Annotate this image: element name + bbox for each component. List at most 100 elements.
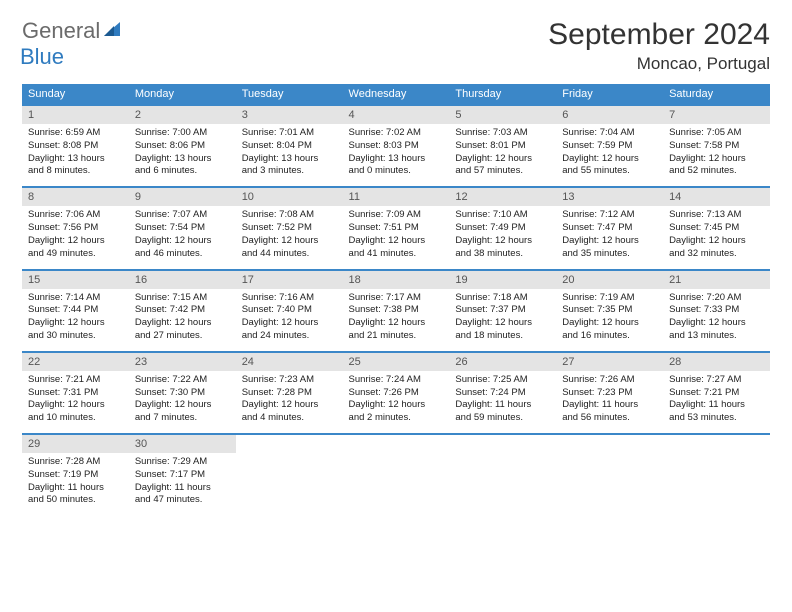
day-details: Sunrise: 7:07 AMSunset: 7:54 PMDaylight:… — [129, 206, 236, 268]
day-number: 13 — [556, 188, 663, 206]
week-row: 1Sunrise: 6:59 AMSunset: 8:08 PMDaylight… — [22, 105, 770, 187]
day-number: 5 — [449, 106, 556, 124]
sunset-text: Sunset: 8:03 PM — [349, 140, 444, 153]
day-number: 8 — [22, 188, 129, 206]
day-cell: 3Sunrise: 7:01 AMSunset: 8:04 PMDaylight… — [236, 105, 343, 187]
daylight-text: Daylight: 12 hours — [669, 235, 764, 248]
day-cell — [343, 434, 450, 515]
day-cell: 5 Sunrise: 7:03 AMSunset: 8:01 PMDaylight… — [449, 105, 556, 187]
day-cell: 11Sunrise: 7:09 AMSunset: 7:51 PMDayligh… — [343, 187, 450, 269]
sunrise-text: Sunrise: 7:18 AM — [455, 292, 550, 305]
sunset-text: Sunset: 8:01 PM — [455, 140, 550, 153]
sunset-text: Sunset: 7:35 PM — [562, 304, 657, 317]
day-header: Tuesday — [236, 84, 343, 105]
sunset-text: Sunset: 7:19 PM — [28, 469, 123, 482]
sunset-text: Sunset: 7:59 PM — [562, 140, 657, 153]
daylight-text: Daylight: 12 hours — [135, 317, 230, 330]
week-row: 29Sunrise: 7:28 AMSunset: 7:19 PMDayligh… — [22, 434, 770, 515]
daylight-text: and 0 minutes. — [349, 165, 444, 178]
daylight-text: and 2 minutes. — [349, 412, 444, 425]
sunrise-text: Sunrise: 7:23 AM — [242, 374, 337, 387]
day-details: Sunrise: 7:20 AMSunset: 7:33 PMDaylight:… — [663, 289, 770, 351]
sunset-text: Sunset: 7:30 PM — [135, 387, 230, 400]
day-cell: 27Sunrise: 7:26 AMSunset: 7:23 PMDayligh… — [556, 352, 663, 434]
day-details: Sunrise: 7:10 AMSunset: 7:49 PMDaylight:… — [449, 206, 556, 268]
day-cell: 30Sunrise: 7:29 AMSunset: 7:17 PMDayligh… — [129, 434, 236, 515]
sunrise-text: Sunrise: 7:19 AM — [562, 292, 657, 305]
sunset-text: Sunset: 7:44 PM — [28, 304, 123, 317]
daylight-text: Daylight: 12 hours — [455, 153, 550, 166]
day-number: 11 — [343, 188, 450, 206]
daylight-text: and 27 minutes. — [135, 330, 230, 343]
sunset-text: Sunset: 7:33 PM — [669, 304, 764, 317]
day-cell: 23Sunrise: 7:22 AMSunset: 7:30 PMDayligh… — [129, 352, 236, 434]
sunset-text: Sunset: 7:24 PM — [455, 387, 550, 400]
daylight-text: Daylight: 11 hours — [669, 399, 764, 412]
day-details: Sunrise: 7:00 AMSunset: 8:06 PMDaylight:… — [129, 124, 236, 186]
daylight-text: and 24 minutes. — [242, 330, 337, 343]
sunrise-text: Sunrise: 7:12 AM — [562, 209, 657, 222]
day-details: Sunrise: 7:18 AMSunset: 7:37 PMDaylight:… — [449, 289, 556, 351]
day-cell: 21Sunrise: 7:20 AMSunset: 7:33 PMDayligh… — [663, 270, 770, 352]
daylight-text: Daylight: 12 hours — [562, 235, 657, 248]
logo-text-blue: Blue — [20, 44, 64, 69]
daylight-text: and 32 minutes. — [669, 248, 764, 261]
location-label: Moncao, Portugal — [548, 54, 770, 74]
day-header: Thursday — [449, 84, 556, 105]
day-header-row: Sunday Monday Tuesday Wednesday Thursday… — [22, 84, 770, 105]
week-row: 8Sunrise: 7:06 AMSunset: 7:56 PMDaylight… — [22, 187, 770, 269]
daylight-text: and 44 minutes. — [242, 248, 337, 261]
day-cell: 16Sunrise: 7:15 AMSunset: 7:42 PMDayligh… — [129, 270, 236, 352]
day-details: Sunrise: 7:06 AMSunset: 7:56 PMDaylight:… — [22, 206, 129, 268]
day-cell: 4Sunrise: 7:02 AMSunset: 8:03 PMDaylight… — [343, 105, 450, 187]
day-number: 27 — [556, 353, 663, 371]
sunrise-text: Sunrise: 7:22 AM — [135, 374, 230, 387]
daylight-text: Daylight: 12 hours — [669, 153, 764, 166]
day-details: Sunrise: 7:16 AMSunset: 7:40 PMDaylight:… — [236, 289, 343, 351]
day-details: Sunrise: 6:59 AMSunset: 8:08 PMDaylight:… — [22, 124, 129, 186]
day-cell: 20Sunrise: 7:19 AMSunset: 7:35 PMDayligh… — [556, 270, 663, 352]
day-number: 1 — [22, 106, 129, 124]
day-number: 7 — [663, 106, 770, 124]
sunset-text: Sunset: 7:40 PM — [242, 304, 337, 317]
sunset-text: Sunset: 7:54 PM — [135, 222, 230, 235]
day-number: 26 — [449, 353, 556, 371]
sunrise-text: Sunrise: 7:03 AM — [455, 127, 550, 140]
day-cell: 17Sunrise: 7:16 AMSunset: 7:40 PMDayligh… — [236, 270, 343, 352]
daylight-text: and 8 minutes. — [28, 165, 123, 178]
day-cell: 28Sunrise: 7:27 AMSunset: 7:21 PMDayligh… — [663, 352, 770, 434]
day-number: 20 — [556, 271, 663, 289]
sunrise-text: Sunrise: 7:24 AM — [349, 374, 444, 387]
sunrise-text: Sunrise: 7:02 AM — [349, 127, 444, 140]
daylight-text: Daylight: 12 hours — [28, 235, 123, 248]
daylight-text: Daylight: 12 hours — [349, 399, 444, 412]
day-number: 19 — [449, 271, 556, 289]
daylight-text: Daylight: 11 hours — [562, 399, 657, 412]
daylight-text: and 46 minutes. — [135, 248, 230, 261]
sunset-text: Sunset: 8:06 PM — [135, 140, 230, 153]
day-number: 24 — [236, 353, 343, 371]
day-number: 22 — [22, 353, 129, 371]
daylight-text: and 4 minutes. — [242, 412, 337, 425]
sunrise-text: Sunrise: 7:29 AM — [135, 456, 230, 469]
day-number: 30 — [129, 435, 236, 453]
daylight-text: and 3 minutes. — [242, 165, 337, 178]
daylight-text: Daylight: 12 hours — [562, 153, 657, 166]
day-number: 28 — [663, 353, 770, 371]
sunset-text: Sunset: 7:51 PM — [349, 222, 444, 235]
day-details: Sunrise: 7:08 AMSunset: 7:52 PMDaylight:… — [236, 206, 343, 268]
day-header: Monday — [129, 84, 236, 105]
sunset-text: Sunset: 7:52 PM — [242, 222, 337, 235]
daylight-text: Daylight: 11 hours — [135, 482, 230, 495]
day-details: Sunrise: 7:25 AMSunset: 7:24 PMDaylight:… — [449, 371, 556, 433]
daylight-text: and 6 minutes. — [135, 165, 230, 178]
day-details: Sunrise: 7:15 AMSunset: 7:42 PMDaylight:… — [129, 289, 236, 351]
day-cell: 26Sunrise: 7:25 AMSunset: 7:24 PMDayligh… — [449, 352, 556, 434]
day-details: Sunrise: 7:12 AMSunset: 7:47 PMDaylight:… — [556, 206, 663, 268]
day-cell: 7Sunrise: 7:05 AMSunset: 7:58 PMDaylight… — [663, 105, 770, 187]
sunset-text: Sunset: 7:21 PM — [669, 387, 764, 400]
sunrise-text: Sunrise: 7:16 AM — [242, 292, 337, 305]
daylight-text: Daylight: 12 hours — [135, 235, 230, 248]
daylight-text: Daylight: 13 hours — [28, 153, 123, 166]
day-cell — [663, 434, 770, 515]
